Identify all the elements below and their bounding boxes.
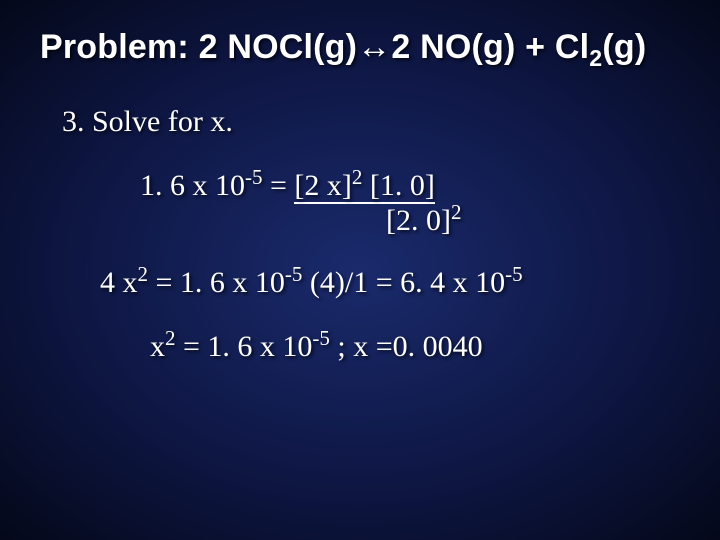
title-suffix: (g) <box>602 28 646 66</box>
step-heading: 3. Solve for x. <box>62 105 680 139</box>
equation-1: 1. 6 x 10-5 = [2 x]2 [1. 0] [2. 0]2 <box>140 169 680 238</box>
eq1-fraction-bar: [2 x]2 [1. 0] <box>294 170 434 204</box>
eq2-a-exp: 2 <box>138 262 149 286</box>
eq2-a: 4 x <box>100 266 138 299</box>
eq1-num-a: [2 x] <box>294 169 351 202</box>
eq3-a-exp: 2 <box>165 326 176 350</box>
eq1-num-b: [1. 0] <box>362 169 434 202</box>
equation-1-numerator-line: 1. 6 x 10-5 = [2 x]2 [1. 0] <box>140 169 435 202</box>
slide: Problem: 2 NOCl(g)↔2 NO(g) + Cl2(g) 3. S… <box>0 0 720 540</box>
title-subscript: 2 <box>589 45 602 71</box>
eq1-den-exp: 2 <box>451 200 462 224</box>
eq3-b: = 1. 6 x 10 <box>176 330 313 363</box>
equation-1-denominator: [2. 0]2 <box>386 204 680 238</box>
eq1-lhs-exp: -5 <box>245 165 263 189</box>
title-prefix: Problem: 2 NOCl(g)↔2 NO(g) + Cl <box>40 28 589 66</box>
eq3-a: x <box>150 330 165 363</box>
eq1-equals: = <box>263 169 295 202</box>
eq2-b: = 1. 6 x 10 <box>148 266 285 299</box>
slide-title: Problem: 2 NOCl(g)↔2 NO(g) + Cl2(g) <box>40 28 680 67</box>
eq2-b-exp: -5 <box>285 262 303 286</box>
eq3-b-exp: -5 <box>312 326 330 350</box>
eq1-num-exp: 2 <box>352 165 363 189</box>
equation-2: 4 x2 = 1. 6 x 10-5 (4)/1 = 6. 4 x 10-5 <box>100 266 680 300</box>
eq1-den-a: [2. 0] <box>386 204 451 237</box>
eq2-c-exp: -5 <box>505 262 523 286</box>
eq3-c: ; x =0. 0040 <box>330 330 483 363</box>
eq2-c: (4)/1 = 6. 4 x 10 <box>302 266 505 299</box>
eq1-lhs-coeff: 1. 6 x 10 <box>140 169 245 202</box>
equation-3: x2 = 1. 6 x 10-5 ; x =0. 0040 <box>150 330 680 364</box>
